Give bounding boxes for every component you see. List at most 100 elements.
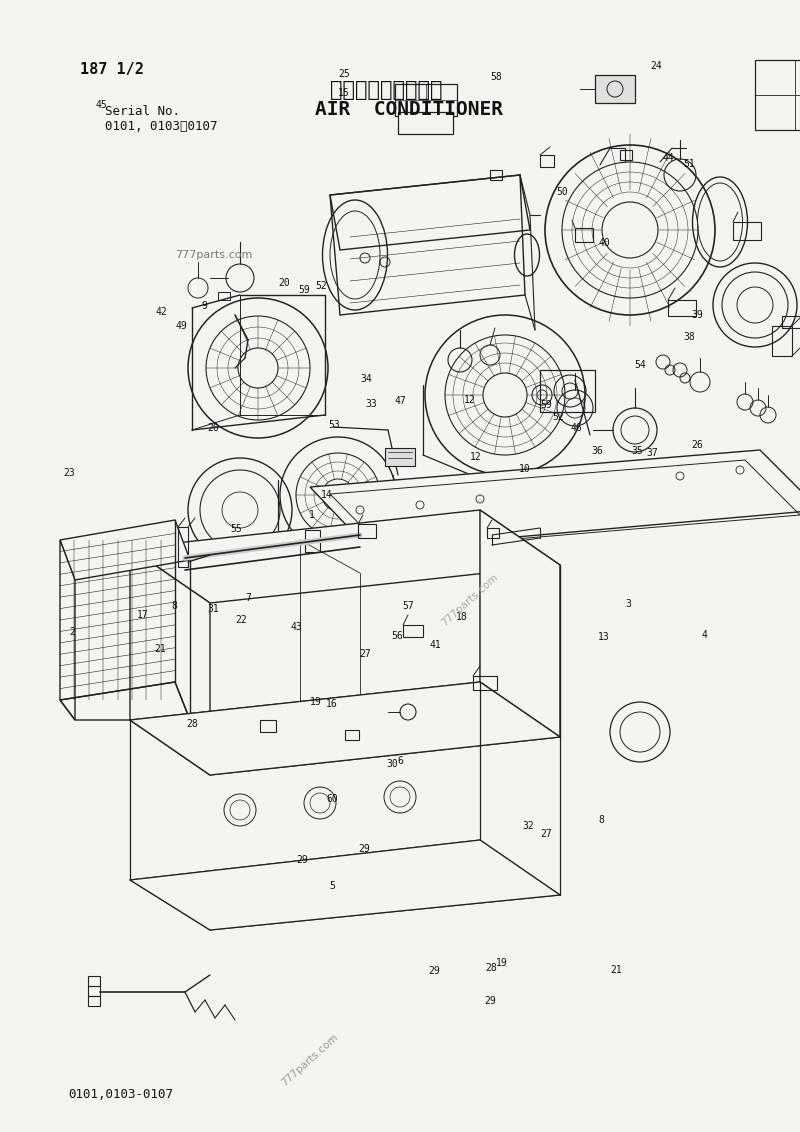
Text: 8: 8 <box>598 815 605 824</box>
Text: 27: 27 <box>541 830 552 839</box>
Polygon shape <box>310 451 800 550</box>
Bar <box>620 151 632 160</box>
Text: 8: 8 <box>171 601 178 610</box>
Text: 42: 42 <box>156 308 167 317</box>
Text: 19: 19 <box>496 959 507 968</box>
Bar <box>358 524 376 538</box>
Text: 57: 57 <box>402 601 414 610</box>
Text: 0101,0103-0107: 0101,0103-0107 <box>68 1089 173 1101</box>
Text: 58: 58 <box>490 72 502 82</box>
Text: 10: 10 <box>519 464 530 473</box>
Polygon shape <box>480 511 560 737</box>
Text: 1: 1 <box>309 511 315 520</box>
Bar <box>487 528 499 538</box>
Polygon shape <box>130 840 560 931</box>
Text: 29: 29 <box>485 996 496 1005</box>
Text: 38: 38 <box>684 333 695 342</box>
Bar <box>595 75 635 103</box>
Text: エアコンディショナ: エアコンディショナ <box>330 80 442 100</box>
Text: 59: 59 <box>298 285 310 294</box>
Bar <box>575 228 593 242</box>
Text: 187 1/2: 187 1/2 <box>80 62 144 77</box>
Text: 777parts.com: 777parts.com <box>440 572 500 628</box>
Text: 46: 46 <box>570 423 582 432</box>
Text: 14: 14 <box>321 490 332 499</box>
Text: 56: 56 <box>392 632 403 641</box>
Bar <box>782 316 800 328</box>
Bar <box>398 112 453 134</box>
Bar <box>385 448 415 466</box>
Text: 4: 4 <box>701 631 707 640</box>
Text: 3: 3 <box>625 600 631 609</box>
Text: AIR  CONDITIONER: AIR CONDITIONER <box>315 100 503 119</box>
Text: 24: 24 <box>650 61 662 70</box>
Text: 43: 43 <box>290 623 302 632</box>
Text: 2: 2 <box>69 627 75 636</box>
Text: 23: 23 <box>64 469 75 478</box>
Text: 9: 9 <box>201 301 207 310</box>
Text: 26: 26 <box>692 440 703 449</box>
Text: 12: 12 <box>470 453 482 462</box>
Text: 20: 20 <box>207 423 218 432</box>
Text: 6: 6 <box>397 756 403 765</box>
Text: 32: 32 <box>522 822 534 831</box>
Text: 27: 27 <box>360 650 371 659</box>
Text: 45: 45 <box>96 101 107 110</box>
Bar <box>473 676 497 691</box>
Text: 5: 5 <box>329 882 335 891</box>
Text: 20: 20 <box>278 278 290 288</box>
Text: 41: 41 <box>430 641 441 650</box>
Bar <box>403 625 423 637</box>
Polygon shape <box>60 520 190 580</box>
Text: 53: 53 <box>329 420 340 429</box>
Bar <box>490 170 502 180</box>
Text: 34: 34 <box>361 375 372 384</box>
Text: 0101, 0103ー0107: 0101, 0103ー0107 <box>105 120 218 132</box>
Text: 59: 59 <box>541 401 552 410</box>
Text: 35: 35 <box>632 446 643 455</box>
Text: 16: 16 <box>326 700 338 709</box>
Text: 25: 25 <box>338 69 350 78</box>
Text: 29: 29 <box>429 967 440 976</box>
Text: 31: 31 <box>208 604 219 614</box>
Polygon shape <box>130 511 560 603</box>
Text: 28: 28 <box>186 720 198 729</box>
Text: 55: 55 <box>230 524 242 533</box>
Text: 19: 19 <box>310 697 322 706</box>
Text: 54: 54 <box>634 360 646 369</box>
Polygon shape <box>330 175 530 250</box>
Bar <box>88 986 100 996</box>
Text: 49: 49 <box>176 321 187 331</box>
Bar <box>260 720 276 732</box>
Text: 40: 40 <box>599 239 610 248</box>
Bar <box>305 530 320 552</box>
Polygon shape <box>130 681 560 775</box>
Text: 18: 18 <box>456 612 467 621</box>
Text: 29: 29 <box>358 844 370 854</box>
Text: 21: 21 <box>610 966 622 975</box>
Text: 51: 51 <box>684 160 695 169</box>
Bar <box>540 155 554 168</box>
Text: 29: 29 <box>297 856 308 865</box>
Text: 22: 22 <box>236 616 247 625</box>
Bar <box>88 976 100 986</box>
Text: 21: 21 <box>154 644 166 653</box>
Text: 33: 33 <box>366 400 377 409</box>
Text: 60: 60 <box>326 795 338 804</box>
Bar <box>218 292 230 300</box>
Text: 28: 28 <box>486 963 497 972</box>
Bar <box>88 996 100 1006</box>
Text: 37: 37 <box>646 448 658 457</box>
Bar <box>668 300 696 316</box>
Bar <box>540 370 595 412</box>
Bar <box>733 222 761 240</box>
Text: 15: 15 <box>338 88 350 97</box>
Text: 52: 52 <box>553 412 564 421</box>
Text: 50: 50 <box>557 188 568 197</box>
Text: 30: 30 <box>386 760 398 769</box>
Polygon shape <box>60 540 75 720</box>
Bar <box>178 528 188 567</box>
Polygon shape <box>755 60 800 130</box>
Text: 52: 52 <box>316 282 327 291</box>
Text: 47: 47 <box>394 396 406 405</box>
